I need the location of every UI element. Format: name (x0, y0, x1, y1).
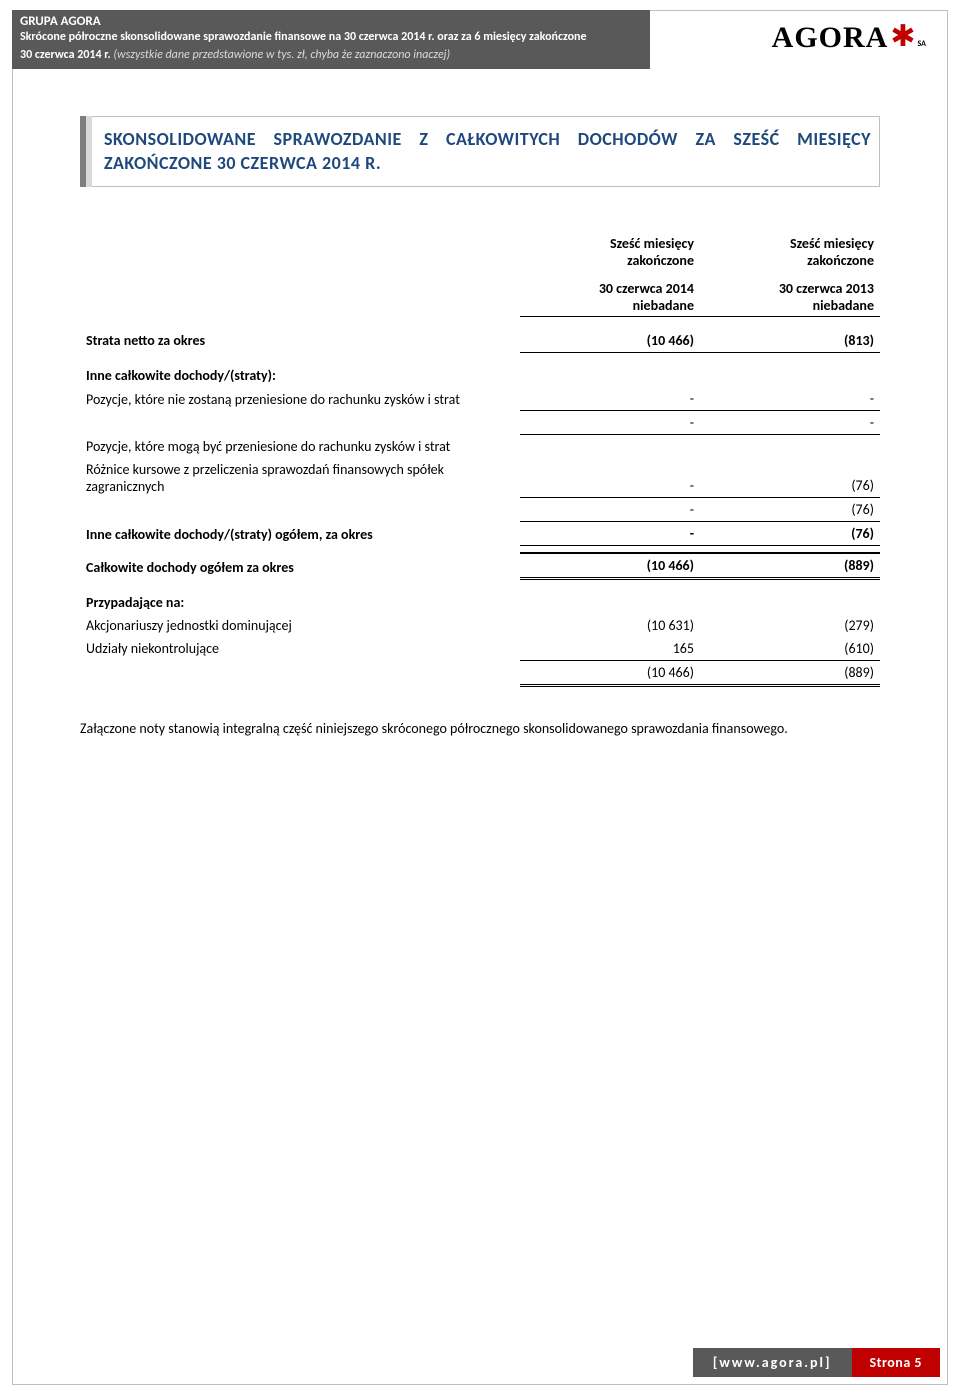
row-inne-heading: Inne całkowite dochody/(straty): (80, 364, 880, 387)
total-v2: (889) (700, 660, 880, 685)
row-blank1: - - (80, 411, 880, 435)
udzialy-v1: 165 (520, 637, 700, 661)
header-line2: Skrócone półroczne skonsolidowane sprawo… (20, 30, 642, 45)
title-text: SKONSOLIDOWANE SPRAWOZDANIE Z CAŁKOWITYC… (92, 116, 880, 187)
hdr-c1b: zakończone (627, 252, 694, 269)
doc-header: GRUPA AGORA Skrócone półroczne skonsolid… (12, 10, 650, 69)
row-blank2: - (76) (80, 498, 880, 522)
header-line3-date: 30 czerwca 2014 r. (20, 48, 111, 62)
agora-logo: AGORA ✱ SA (772, 18, 926, 55)
inne-ogolem-v1: - (520, 522, 700, 546)
udzialy-v2: (610) (700, 637, 880, 661)
page-border (12, 10, 948, 1385)
roznice-v1: - (520, 458, 700, 498)
pozycje-nie-v1: - (520, 387, 700, 411)
udzialy-label: Udziały niekontrolujące (80, 637, 520, 661)
hdr-c2a: Sześć miesięcy (790, 235, 874, 252)
strata-v1: (10 466) (520, 329, 700, 353)
col-header-row-2: 30 czerwca 2014niebadane 30 czerwca 2013… (80, 277, 880, 317)
footer-url: [www.agora.pl] (693, 1348, 852, 1377)
hdr-c1d: niebadane (633, 297, 694, 314)
pozycje-nie-label: Pozycje, które nie zostaną przeniesione … (80, 387, 520, 411)
footer-page: Strona 5 (852, 1348, 941, 1377)
row-roznice: Różnice kursowe z przeliczenia sprawozda… (80, 458, 880, 498)
akcjonariuszy-v2: (279) (700, 614, 880, 637)
hdr-c2c: 30 czerwca 2013 (779, 280, 874, 297)
logo-suffix: SA (917, 39, 926, 49)
hdr-c1c: 30 czerwca 2014 (599, 280, 694, 297)
blank1-v1: - (520, 411, 700, 435)
pozycje-nie-v2: - (700, 387, 880, 411)
row-pozycje-moga: Pozycje, które mogą być przeniesione do … (80, 435, 880, 458)
blank2-v1: - (520, 498, 700, 522)
blank2-v2: (76) (700, 498, 880, 522)
section-title: SKONSOLIDOWANE SPRAWOZDANIE Z CAŁKOWITYC… (80, 116, 880, 187)
hdr-c2b: zakończone (807, 252, 874, 269)
row-pozycje-nie: Pozycje, które nie zostaną przeniesione … (80, 387, 880, 411)
strata-label: Strata netto za okres (80, 329, 520, 353)
row-inne-ogolem: Inne całkowite dochody/(straty) ogółem, … (80, 522, 880, 546)
roznice-v2: (76) (700, 458, 880, 498)
przypadajace-label: Przypadające na: (80, 591, 520, 614)
total-v1: (10 466) (520, 660, 700, 685)
footnote: Załączone noty stanowią integralną część… (80, 720, 880, 738)
inne-ogolem-label: Inne całkowite dochody/(straty) ogółem, … (80, 522, 520, 546)
logo-star-icon: ✱ (890, 18, 915, 55)
strata-v2: (813) (700, 329, 880, 353)
blank1-v2: - (700, 411, 880, 435)
header-line1: GRUPA AGORA (20, 14, 642, 30)
row-przypadajace: Przypadające na: (80, 591, 880, 614)
calkowite-v2: (889) (700, 553, 880, 579)
calkowite-v1: (10 466) (520, 553, 700, 579)
financial-table: Sześć miesięcyzakończone Sześć miesięcyz… (80, 232, 880, 687)
col-header-row-1: Sześć miesięcyzakończone Sześć miesięcyz… (80, 232, 880, 271)
roznice-label: Różnice kursowe z przeliczenia sprawozda… (80, 458, 520, 498)
row-akcjonariuszy: Akcjonariuszy jednostki dominującej (10 … (80, 614, 880, 637)
row-calkowite: Całkowite dochody ogółem za okres (10 46… (80, 553, 880, 579)
pozycje-moga-label: Pozycje, które mogą być przeniesione do … (80, 435, 520, 458)
hdr-c1a: Sześć miesięcy (610, 235, 694, 252)
row-total: (10 466) (889) (80, 660, 880, 685)
akcjonariuszy-v1: (10 631) (520, 614, 700, 637)
inne-ogolem-v2: (76) (700, 522, 880, 546)
logo-text: AGORA (772, 21, 889, 55)
calkowite-label: Całkowite dochody ogółem za okres (80, 553, 520, 579)
inne-heading: Inne całkowite dochody/(straty): (80, 364, 520, 387)
akcjonariuszy-label: Akcjonariuszy jednostki dominującej (80, 614, 520, 637)
row-udzialy: Udziały niekontrolujące 165 (610) (80, 637, 880, 661)
header-line3: 30 czerwca 2014 r. (wszystkie dane przed… (20, 45, 642, 63)
footer: [www.agora.pl] Strona 5 (693, 1348, 940, 1377)
row-strata: Strata netto za okres (10 466) (813) (80, 329, 880, 353)
header-line3-note: (wszystkie dane przedstawione w tys. zł,… (111, 48, 451, 62)
hdr-c2d: niebadane (813, 297, 874, 314)
